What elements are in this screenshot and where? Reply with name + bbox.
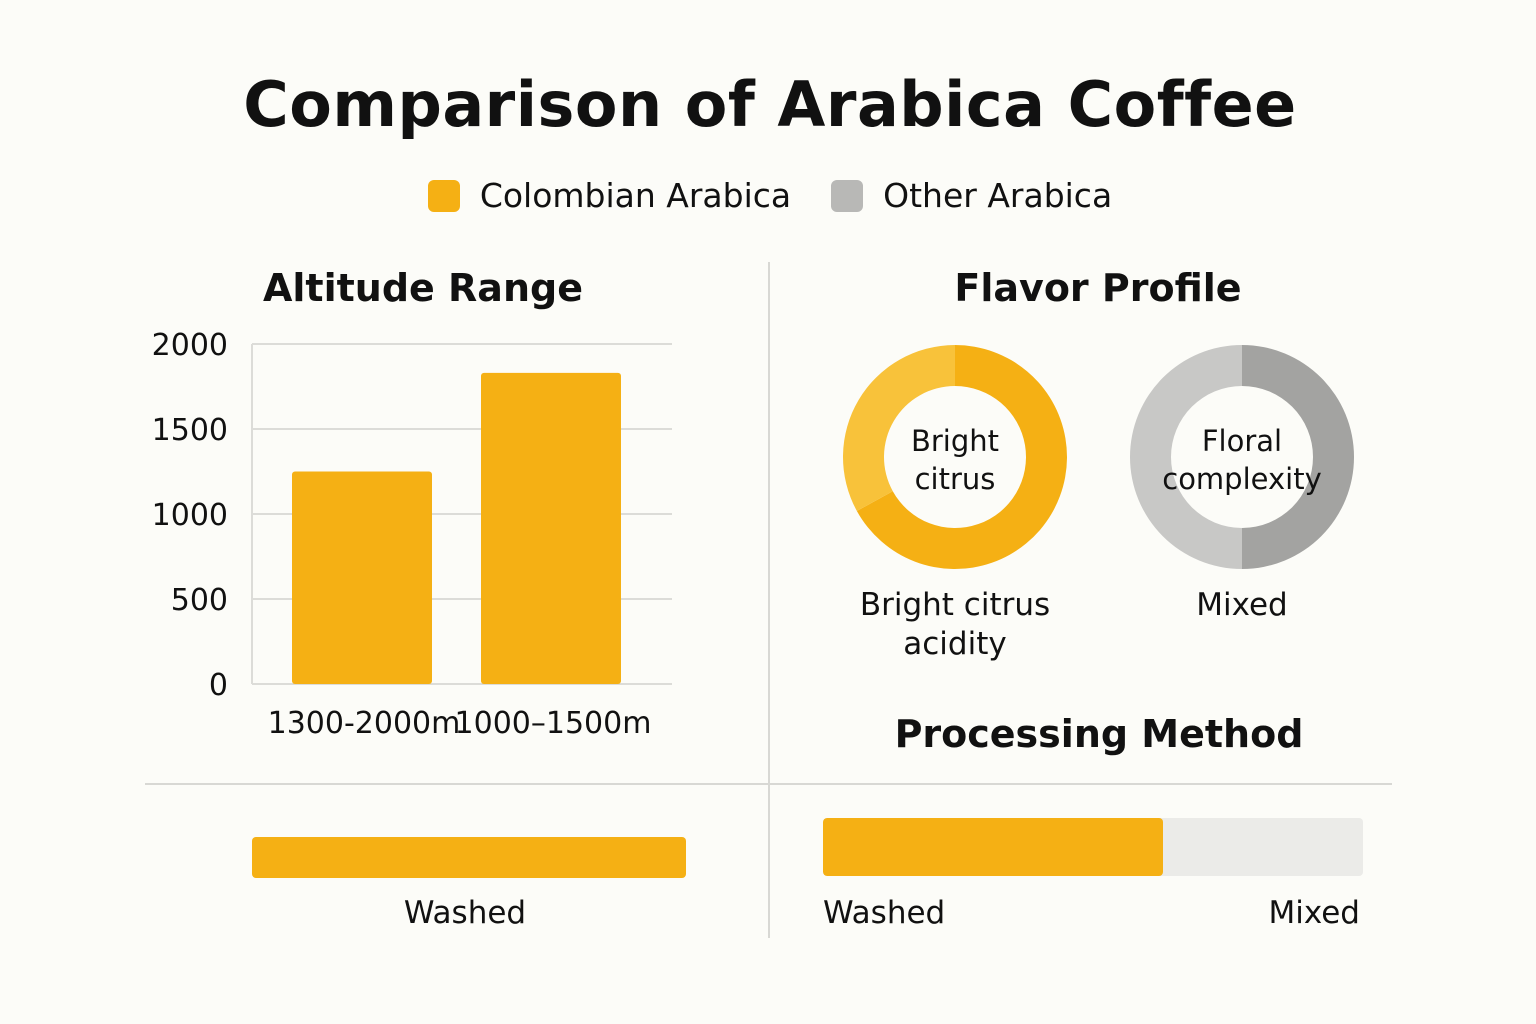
- legend: Colombian Arabica Other Arabica: [0, 176, 1536, 215]
- legend-swatch: [831, 179, 864, 212]
- processing-bar-other: [823, 818, 1363, 876]
- legend-label: Colombian Arabica: [479, 176, 792, 215]
- caption-line: Mixed: [1196, 587, 1288, 623]
- processing-label-washed: Washed: [403, 895, 527, 931]
- legend-label: Other Arabica: [883, 176, 1113, 215]
- donut-slice: [843, 345, 955, 511]
- donut-slice: [856, 345, 1068, 570]
- processing-label-washed: Washed: [823, 895, 946, 931]
- legend-item-colombian: Colombian Arabica: [427, 176, 792, 215]
- bar: [292, 471, 432, 684]
- horizontal-divider: [145, 783, 1392, 785]
- processing-chart-title: Processing Method: [894, 712, 1304, 756]
- processing-bar-washed-fill: [823, 818, 1164, 876]
- label-line: Bright: [910, 424, 1000, 458]
- donut-caption: Mixed: [1092, 586, 1392, 625]
- donut-center-label: Floral complexity: [1142, 422, 1342, 498]
- caption-line: Bright citrus: [859, 587, 1051, 623]
- caption-line: acidity: [903, 626, 1007, 662]
- x-tick-label: 1300-2000m: [268, 706, 461, 741]
- y-tick-label: 1500: [152, 413, 228, 448]
- donut-slice: [1242, 344, 1355, 569]
- y-tick-label: 500: [171, 583, 228, 618]
- x-tick-label: 1000–1500m: [455, 706, 652, 741]
- legend-swatch: [427, 179, 460, 212]
- bar: [481, 372, 621, 684]
- processing-bar-colombian: [252, 837, 686, 878]
- donut-slice: [1129, 345, 1242, 569]
- y-tick-label: 1000: [152, 498, 228, 533]
- page-title: Comparison of Arabica Coffee: [243, 68, 1297, 141]
- legend-item-other: Other Arabica: [831, 176, 1112, 215]
- altitude-chart-title: Altitude Range: [263, 266, 583, 310]
- label-line: complexity: [1162, 462, 1322, 496]
- y-tick-label: 2000: [152, 328, 228, 363]
- label-line: Floral: [1201, 424, 1283, 458]
- label-line: citrus: [914, 462, 996, 496]
- donut-caption: Bright citrus acidity: [805, 586, 1105, 664]
- flavor-chart-title: Flavor Profile: [954, 266, 1242, 310]
- y-tick-label: 0: [209, 668, 228, 703]
- donut-center-label: Bright citrus: [855, 422, 1055, 498]
- processing-label-mixed: Mixed: [1268, 895, 1360, 931]
- vertical-divider: [768, 262, 770, 938]
